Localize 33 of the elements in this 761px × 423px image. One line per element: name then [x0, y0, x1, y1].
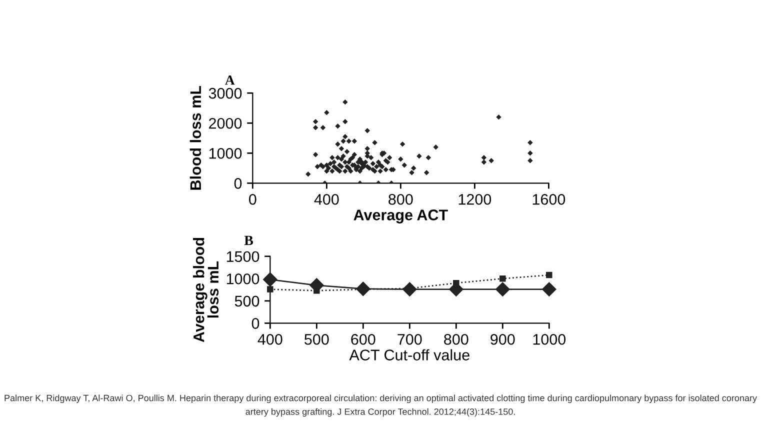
- x-tick-label: 800: [388, 194, 413, 205]
- point: [263, 272, 278, 287]
- point: [546, 272, 552, 278]
- y-tick-label: 2000: [209, 118, 242, 129]
- point: [453, 280, 460, 286]
- x-tick-label: 400: [258, 334, 282, 345]
- x-tick-label: 400: [314, 194, 339, 205]
- x-tick-label: 500: [304, 334, 329, 345]
- y-tick-label: 500: [234, 296, 260, 307]
- y-tick-label: 1000: [209, 148, 242, 159]
- x-tick-label: 700: [398, 334, 422, 345]
- text: Palmer K, Ridgway T, Al-Rawi O, Poullis M. Heparin therapy during extracorporeal circulation: deriving an optimal activated clotting time during cardiopulmonary bypass for isolated coronary artery bypass grafting. J Extra Corpor Technol. 2012;44(3):145-150.: [4, 394, 758, 417]
- chart-title: A: [224, 76, 235, 85]
- x-axis-title: Average ACT: [354, 210, 448, 224]
- x-tick-label: 1600: [532, 194, 566, 205]
- point: [500, 275, 506, 282]
- y-axis-title: Blood loss mL: [190, 86, 202, 190]
- x-tick-label: 1200: [458, 194, 492, 205]
- y-axis-title: Average blood loss mL: [193, 238, 219, 342]
- x-tick-label: 1000: [533, 334, 566, 345]
- point: [542, 282, 556, 296]
- y-tick-label: 0: [252, 318, 260, 329]
- y-tick-label: 0: [234, 178, 242, 189]
- y-tick-label: 3000: [208, 88, 242, 99]
- point: [496, 282, 510, 296]
- chart-title: B: [244, 236, 254, 246]
- x-tick-label: 900: [490, 334, 515, 345]
- point: [267, 286, 274, 292]
- x-tick-label: 800: [444, 334, 468, 345]
- y-tick-label: 1000: [226, 273, 260, 284]
- x-tick-label: 600: [351, 334, 376, 345]
- y-tick-label: 1500: [226, 251, 260, 262]
- x-axis-title: ACT Cut-off value: [349, 349, 470, 360]
